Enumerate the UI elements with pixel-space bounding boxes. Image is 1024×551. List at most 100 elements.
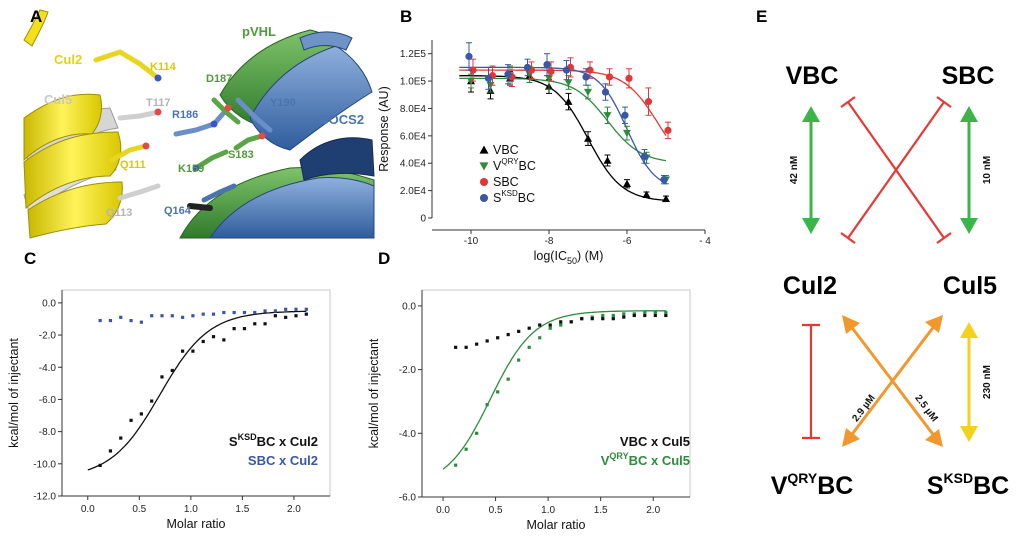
chart-d-ytick-label: -6.0 [399,493,417,504]
label-y190: Y190 [270,97,296,109]
chart-c-legend-base: SBC x Cul2 [248,453,318,468]
chart-d-point [559,323,563,327]
chart-c-point [263,309,267,313]
chart-d-point [548,326,552,330]
b-xlabel-sub: 50 [567,256,577,266]
chart-c-point [263,322,267,326]
b-point-SBC [605,73,614,81]
b-legend-VBC-post: BC [501,143,518,157]
chart-c-legend-base: S [229,434,238,449]
chart-d-point [632,313,636,318]
chart-c-point [160,314,164,318]
chart-d-point [643,313,647,318]
chart-c-point [222,310,226,315]
b-point-VQRYBC [584,88,592,97]
b-point-SKSDBC [660,176,668,184]
chart-d-legend-post: BC x Cul5 [629,453,690,468]
chart-d-xlabel: Molar ratio [526,518,585,532]
chart-d-point [653,313,657,318]
chart-c-ylabel: kcal/mol of injectant [7,338,21,448]
chart-c-xtick-label: 0.5 [132,504,146,515]
b-point-VBC [623,179,631,187]
chart-c-point [98,318,102,323]
chart-d-xtick-label: 1.0 [541,505,555,516]
b-point-SKSDBC [523,63,532,71]
arrow-cul5-sksdbc [960,322,978,442]
chart-c-point [119,315,123,319]
chart-d-point [475,431,479,435]
b-point-SBC [644,98,653,106]
b-point-VBC [603,156,612,164]
b-fit-SBC [459,69,667,136]
chart-d-ytick-label: -2.0 [399,365,417,376]
b-legend-SBC: SBC [493,175,519,189]
chart-d-point [580,317,584,321]
b-point-VQRYBC [623,129,631,138]
chart-d-ylabel: kcal/mol of injectant [367,338,381,448]
arrow-sbc-cul5 [960,106,978,234]
arrow-cul2-sksdbc [842,315,943,447]
b-legend-marker [479,177,489,187]
chart-c-point [191,314,195,318]
chart-c-point [139,320,143,324]
chart-d-point [601,313,605,318]
chart-c-ytick-label: -6.0 [39,395,57,406]
chart-c-point [294,307,298,311]
socs2-helix [249,45,373,151]
chart-c-point [129,418,133,422]
chart-c-point [242,310,247,315]
chart-c-point [273,314,277,318]
chart-d-point [454,463,458,467]
node-vqrybc-sup: QRY [787,470,817,486]
panel-label-b: B [400,7,412,26]
node-vqrybc-post: BC [817,472,853,500]
chart-d-point [506,332,510,337]
b-ytick-label: 1.0E5 [400,77,427,88]
node-cul2: Cul2 [783,272,837,300]
label-k159: K159 [178,163,204,175]
chart-d-point [643,310,647,314]
node-sbc: SBC [942,62,995,90]
chart-d-legend: VBC x Cul5 [620,434,690,449]
b-legend-VBC-base: V [493,143,502,157]
chart-d-point [664,313,668,318]
chart-c-legend: SKSDBC x Cul2 [229,432,318,449]
chart-d-point [538,323,542,327]
b-point-SKSDBC [543,61,551,69]
kd-sksd-cul5: 230 nM [982,365,993,399]
chart-c-point [108,318,113,323]
b-ytick-label: 1.2E5 [400,49,427,60]
chart-c-itc: 0.0 -2.0 -4.0 -6.0 -8.0 -10.0 -12.0 0.0 0.5 1.0 1.… [7,289,331,531]
chart-c-point [294,314,298,318]
chart-d-point [506,377,510,381]
inhibit-sbc-cul2 [840,96,952,244]
chart-d-itc: 0.0 -2.0 -4.0 -6.0 0.0 0.5 1.0 1.5 2.0 Molar rati… [367,289,691,532]
b-legend-VQRYBC: VQRYBC [493,157,536,173]
chart-c-xtick-label: 1.5 [235,504,249,515]
b-legend-marker [479,145,489,154]
chart-d-point [653,310,657,314]
chart-d-point [559,320,563,324]
b-point-VQRYBC [603,112,612,120]
b-ytick-label: 2.0E4 [400,186,427,197]
chart-c-legend: SBC x Cul2 [248,453,318,468]
b-legend-SKSDBC-post: BC [518,191,535,205]
kd-sksd-cul2: 2.5 µM [912,393,939,424]
chart-d-legend: VQRYBC x Cul5 [601,451,690,468]
node-sksdbc-base: S [927,472,944,500]
b-legend-VBC: VBC [493,143,519,157]
chart-c-point [139,412,143,416]
b-legend-SKSDBC-base: S [493,191,501,205]
label-t117: T117 [146,97,170,109]
chart-d-point [611,317,615,321]
label-cul2: Cul2 [54,52,82,67]
chart-c-xtick-label: 1.0 [184,504,198,515]
chart-d-point [485,339,489,343]
b-legend-VQRYBC-sup: QRY [501,157,519,166]
chart-c-point [273,309,277,313]
b-fit-SKSDBC [459,66,667,184]
panel-label-c: C [24,249,36,268]
chart-d-xtick-label: 0.0 [436,505,450,516]
b-point-SKSDBC [465,52,473,61]
